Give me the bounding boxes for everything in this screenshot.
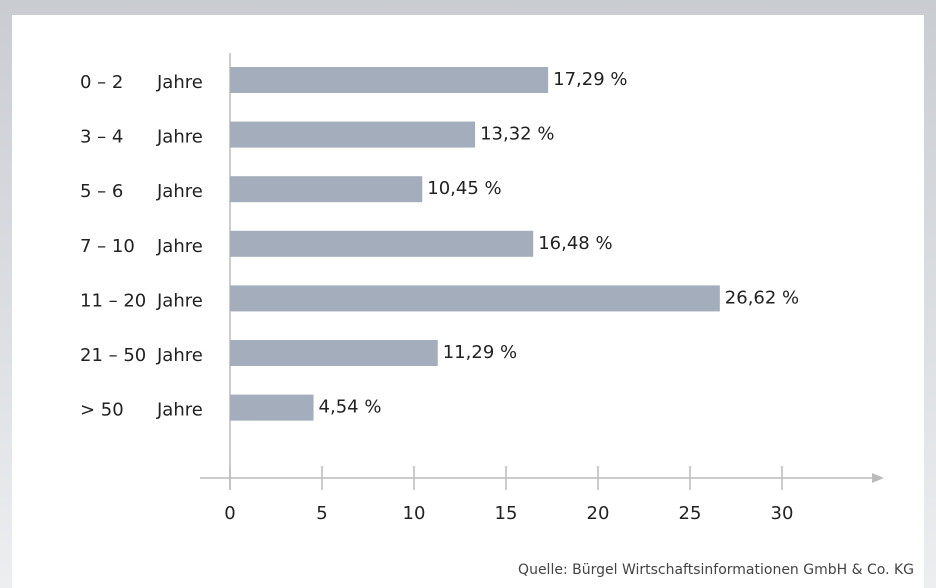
source: Quelle: Bürgel Wirtschaftsinformationen … <box>518 562 914 578</box>
value-label: 17,29 % <box>553 69 627 90</box>
bar <box>230 285 720 312</box>
bar <box>230 67 549 93</box>
x-tick-label: 10 <box>403 503 426 524</box>
y-tick-label: 0 – 2 <box>80 72 123 93</box>
x-tick-label: 15 <box>495 503 518 524</box>
bar <box>230 121 476 148</box>
bar <box>230 394 314 421</box>
y-tick-unit: Jahre <box>156 345 203 366</box>
y-tick-unit: Jahre <box>156 290 203 311</box>
y-tick-label: > 50 <box>80 400 124 421</box>
axis-arrow <box>872 473 884 483</box>
value-label: 10,45 % <box>427 178 501 199</box>
y-tick-label: 3 – 4 <box>80 127 123 148</box>
y-tick-unit: Jahre <box>156 236 203 257</box>
value-label: 13,32 % <box>480 124 554 145</box>
x-tick-label: 5 <box>316 503 327 524</box>
value-label: 4,54 % <box>319 397 382 418</box>
bar <box>230 230 534 257</box>
y-tick-label: 7 – 10 <box>80 236 135 257</box>
x-tick-label: 0 <box>224 503 235 524</box>
y-tick-unit: Jahre <box>156 400 203 421</box>
x-tick-label: 20 <box>587 503 610 524</box>
value-label: 11,29 % <box>443 342 517 363</box>
y-tick-unit: Jahre <box>156 127 203 148</box>
y-tick-label: 5 – 6 <box>80 181 123 202</box>
x-tick-label: 30 <box>771 503 794 524</box>
bar <box>230 340 438 366</box>
x-tick-label: 25 <box>679 503 702 524</box>
bar <box>230 176 423 203</box>
value-label: 16,48 % <box>538 233 612 254</box>
y-tick-label: 21 – 50 <box>80 345 146 366</box>
y-tick-label: 11 – 20 <box>80 290 146 311</box>
y-tick-unit: Jahre <box>156 181 203 202</box>
value-label: 26,62 % <box>725 287 799 308</box>
y-tick-unit: Jahre <box>156 72 203 93</box>
